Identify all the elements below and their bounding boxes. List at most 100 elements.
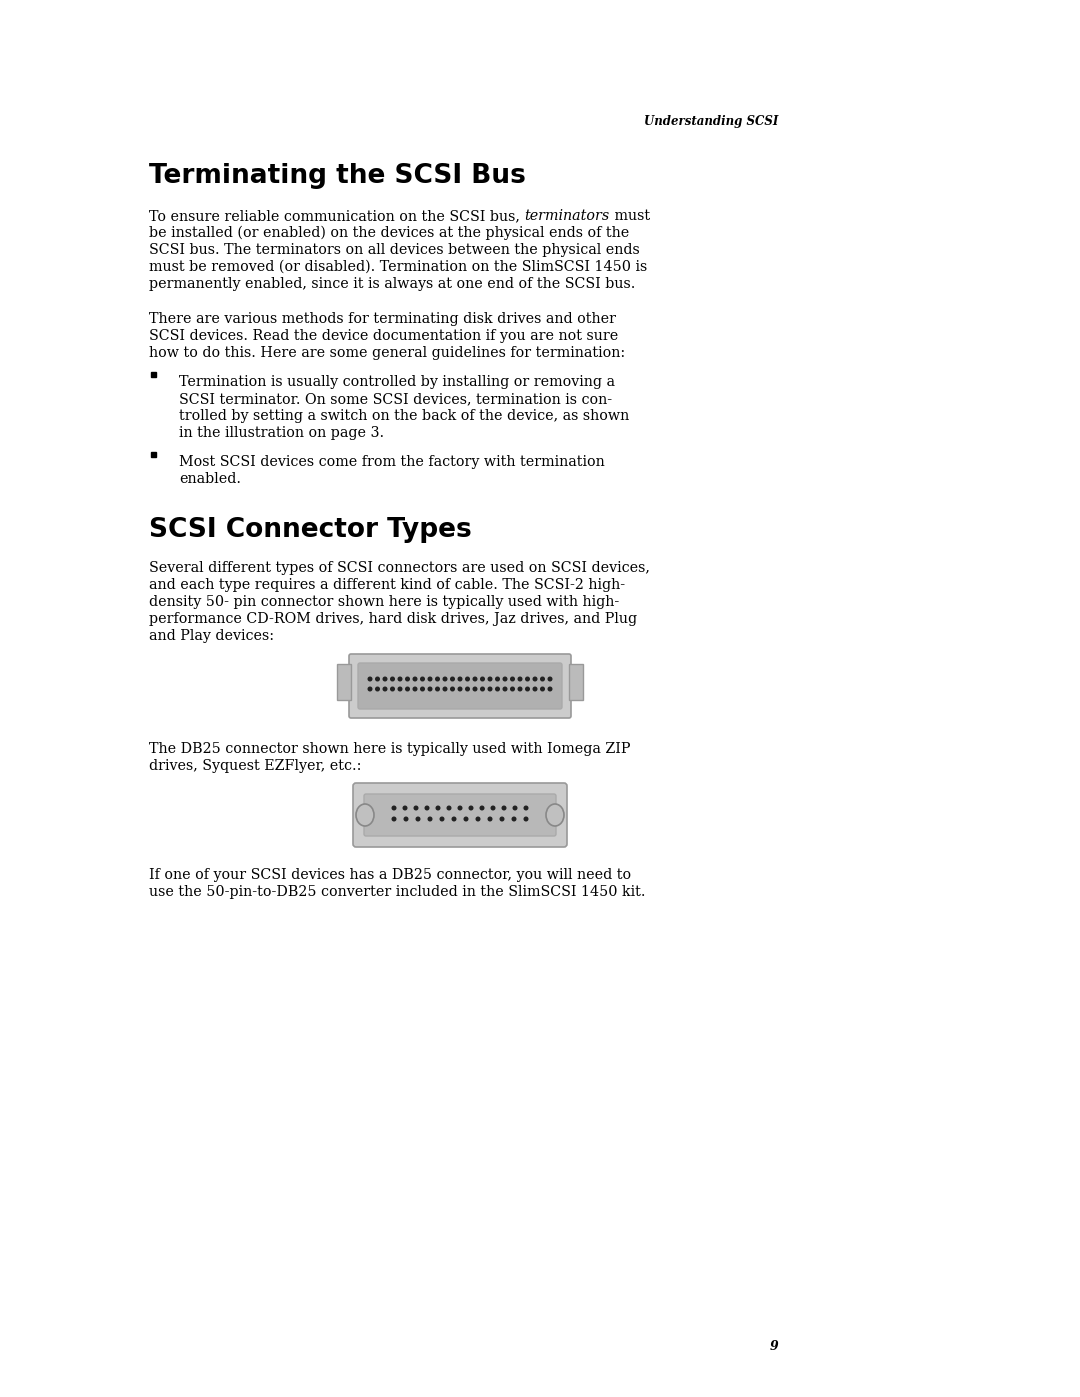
Circle shape (488, 678, 491, 680)
Circle shape (496, 687, 499, 690)
Circle shape (481, 806, 484, 810)
Circle shape (376, 678, 379, 680)
Circle shape (450, 678, 455, 680)
Text: Several different types of SCSI connectors are used on SCSI devices,: Several different types of SCSI connecto… (149, 562, 650, 576)
Circle shape (488, 687, 491, 690)
FancyBboxPatch shape (353, 782, 567, 847)
Circle shape (414, 678, 417, 680)
Text: To ensure reliable communication on the SCSI bus,: To ensure reliable communication on the … (149, 210, 525, 224)
Circle shape (518, 678, 522, 680)
Circle shape (524, 817, 528, 821)
Circle shape (421, 687, 424, 690)
Bar (151, 372, 156, 377)
Text: SCSI bus. The terminators on all devices between the physical ends: SCSI bus. The terminators on all devices… (149, 243, 639, 257)
Text: There are various methods for terminating disk drives and other: There are various methods for terminatin… (149, 312, 616, 326)
Bar (151, 453, 156, 457)
Text: Most SCSI devices come from the factory with termination: Most SCSI devices come from the factory … (179, 455, 605, 469)
Circle shape (399, 687, 402, 690)
Text: The DB25 connector shown here is typically used with Iomega ZIP: The DB25 connector shown here is typical… (149, 742, 631, 756)
Text: SCSI devices. Read the device documentation if you are not sure: SCSI devices. Read the device documentat… (149, 330, 618, 344)
Text: in the illustration on page 3.: in the illustration on page 3. (179, 426, 384, 440)
Circle shape (428, 687, 432, 690)
Circle shape (435, 687, 440, 690)
Text: use the 50-pin-to-DB25 converter included in the SlimSCSI 1450 kit.: use the 50-pin-to-DB25 converter include… (149, 886, 646, 900)
Text: density 50- pin connector shown here is typically used with high-: density 50- pin connector shown here is … (149, 595, 619, 609)
Text: If one of your SCSI devices has a DB25 connector, you will need to: If one of your SCSI devices has a DB25 c… (149, 868, 631, 882)
Circle shape (511, 687, 514, 690)
Circle shape (549, 678, 552, 680)
Circle shape (513, 806, 517, 810)
Bar (337, 664, 351, 700)
Circle shape (534, 678, 537, 680)
Circle shape (376, 687, 379, 690)
Circle shape (476, 817, 480, 821)
Circle shape (503, 678, 507, 680)
Text: be installed (or enabled) on the devices at the physical ends of the: be installed (or enabled) on the devices… (149, 226, 630, 240)
Circle shape (392, 806, 395, 810)
Circle shape (391, 678, 394, 680)
Circle shape (368, 687, 372, 690)
Text: how to do this. Here are some general guidelines for termination:: how to do this. Here are some general gu… (149, 346, 625, 360)
Circle shape (469, 806, 473, 810)
Circle shape (415, 806, 418, 810)
Text: drives, Syquest EZFlyer, etc.:: drives, Syquest EZFlyer, etc.: (149, 759, 362, 773)
Circle shape (541, 687, 544, 690)
FancyBboxPatch shape (349, 654, 571, 718)
Circle shape (481, 687, 484, 690)
Circle shape (502, 806, 505, 810)
Circle shape (541, 678, 544, 680)
Circle shape (436, 806, 440, 810)
Text: must be removed (or disabled). Termination on the SlimSCSI 1450 is: must be removed (or disabled). Terminati… (149, 260, 647, 274)
Circle shape (403, 806, 407, 810)
Text: terminators: terminators (525, 210, 609, 224)
Text: SCSI terminator. On some SCSI devices, termination is con-: SCSI terminator. On some SCSI devices, t… (179, 393, 612, 407)
Text: enabled.: enabled. (179, 472, 241, 486)
Circle shape (416, 817, 420, 821)
Circle shape (428, 817, 432, 821)
Circle shape (511, 678, 514, 680)
Circle shape (491, 806, 495, 810)
Text: must: must (609, 210, 650, 224)
Circle shape (404, 817, 408, 821)
Text: Understanding SCSI: Understanding SCSI (644, 115, 778, 129)
Circle shape (391, 687, 394, 690)
Circle shape (524, 806, 528, 810)
Text: trolled by setting a switch on the back of the device, as shown: trolled by setting a switch on the back … (179, 409, 630, 423)
Circle shape (549, 687, 552, 690)
Circle shape (458, 806, 462, 810)
Circle shape (428, 678, 432, 680)
FancyBboxPatch shape (364, 793, 556, 835)
Circle shape (383, 678, 387, 680)
Circle shape (426, 806, 429, 810)
Circle shape (383, 687, 387, 690)
Circle shape (447, 806, 450, 810)
Text: Termination is usually controlled by installing or removing a: Termination is usually controlled by ins… (179, 374, 615, 388)
Circle shape (464, 817, 468, 821)
Text: 9: 9 (769, 1340, 778, 1354)
Circle shape (465, 687, 470, 690)
Circle shape (406, 687, 409, 690)
Text: permanently enabled, since it is always at one end of the SCSI bus.: permanently enabled, since it is always … (149, 277, 635, 291)
Text: SCSI Connector Types: SCSI Connector Types (149, 517, 472, 543)
Circle shape (518, 687, 522, 690)
Circle shape (392, 817, 395, 821)
Circle shape (399, 678, 402, 680)
Circle shape (406, 678, 409, 680)
Circle shape (503, 687, 507, 690)
Circle shape (458, 687, 462, 690)
Circle shape (488, 817, 491, 821)
Circle shape (443, 678, 447, 680)
Text: and each type requires a different kind of cable. The SCSI-2 high-: and each type requires a different kind … (149, 578, 625, 592)
Circle shape (473, 678, 476, 680)
Circle shape (500, 817, 503, 821)
Circle shape (526, 687, 529, 690)
Ellipse shape (546, 805, 564, 826)
Circle shape (526, 678, 529, 680)
Circle shape (465, 678, 470, 680)
Circle shape (441, 817, 444, 821)
Circle shape (443, 687, 447, 690)
Circle shape (534, 687, 537, 690)
Circle shape (421, 678, 424, 680)
Circle shape (496, 678, 499, 680)
Circle shape (450, 687, 455, 690)
